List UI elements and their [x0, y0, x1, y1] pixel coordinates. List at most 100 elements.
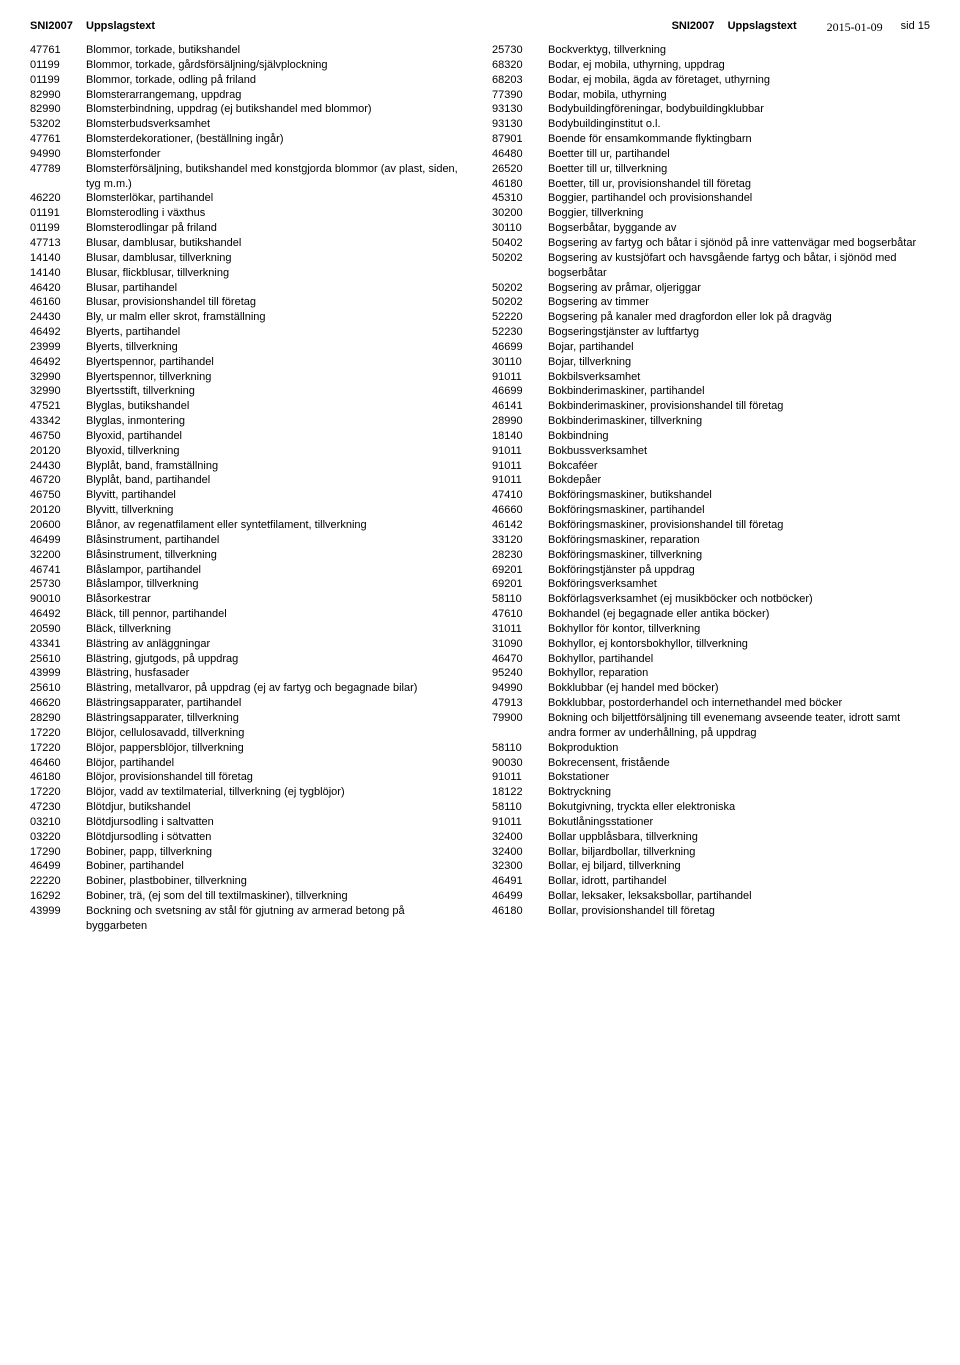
entry-text: Blyertsstift, tillverkning	[86, 384, 468, 399]
entry-row: 82990Blomsterbindning, uppdrag (ej butik…	[30, 102, 468, 117]
entry-row: 31090Bokhyllor, ej kontorsbokhyllor, til…	[492, 637, 930, 652]
entry-text: Bodar, ej mobila, uthyrning, uppdrag	[548, 58, 930, 73]
entry-row: 46750Blyvitt, partihandel	[30, 488, 468, 503]
entry-text: Blusar, damblusar, butikshandel	[86, 236, 468, 251]
entry-code: 32300	[492, 859, 548, 874]
entry-row: 46499Bollar, leksaker, leksaksbollar, pa…	[492, 889, 930, 904]
entry-text: Blåslampor, partihandel	[86, 563, 468, 578]
entry-code: 46492	[30, 355, 86, 370]
entry-text: Boetter till ur, partihandel	[548, 147, 930, 162]
entry-text: Blomsterlökar, partihandel	[86, 191, 468, 206]
entry-row: 94990Bokklubbar (ej handel med böcker)	[492, 681, 930, 696]
entry-text: Boggier, tillverkning	[548, 206, 930, 221]
entry-row: 17220Blöjor, vadd av textilmaterial, til…	[30, 785, 468, 800]
entry-text: Blomsterdekorationer, (beställning ingår…	[86, 132, 468, 147]
entry-row: 46750Blyoxid, partihandel	[30, 429, 468, 444]
entry-code: 28290	[30, 711, 86, 726]
entry-text: Bokbinderimaskiner, tillverkning	[548, 414, 930, 429]
entry-row: 20120Blyoxid, tillverkning	[30, 444, 468, 459]
entry-code: 24430	[30, 310, 86, 325]
entry-text: Bollar, biljardbollar, tillverkning	[548, 845, 930, 860]
entry-row: 91011Bokutlåningsstationer	[492, 815, 930, 830]
entry-row: 58110Bokutgivning, tryckta eller elektro…	[492, 800, 930, 815]
entry-code: 46141	[492, 399, 548, 414]
entry-text: Bokföringsmaskiner, butikshandel	[548, 488, 930, 503]
entry-code: 20590	[30, 622, 86, 637]
entry-row: 50402Bogsering av fartyg och båtar i sjö…	[492, 236, 930, 251]
entry-code: 93130	[492, 102, 548, 117]
entry-text: Bokbilsverksamhet	[548, 370, 930, 385]
entry-text: Blötdjur, butikshandel	[86, 800, 468, 815]
entry-code: 79900	[492, 711, 548, 741]
entry-row: 47761Blomsterdekorationer, (beställning …	[30, 132, 468, 147]
entry-code: 25730	[492, 43, 548, 58]
entry-row: 46491Bollar, idrott, partihandel	[492, 874, 930, 889]
entry-code: 01199	[30, 58, 86, 73]
entry-text: Bokning och biljettförsäljning till even…	[548, 711, 930, 741]
entry-row: 52230Bogseringstjänster av luftfartyg	[492, 325, 930, 340]
entry-row: 01199Blomsterodlingar på friland	[30, 221, 468, 236]
entry-text: Blåsinstrument, partihandel	[86, 533, 468, 548]
entry-code: 95240	[492, 666, 548, 681]
entry-code: 58110	[492, 592, 548, 607]
entry-row: 52220Bogsering på kanaler med dragfordon…	[492, 310, 930, 325]
entry-code: 31011	[492, 622, 548, 637]
entry-row: 91011Bokbilsverksamhet	[492, 370, 930, 385]
entry-text: Blommor, torkade, gårdsförsäljning/själv…	[86, 58, 468, 73]
entry-row: 20120Blyvitt, tillverkning	[30, 503, 468, 518]
entry-code: 18140	[492, 429, 548, 444]
entry-text: Bollar, ej biljard, tillverkning	[548, 859, 930, 874]
entry-code: 32990	[30, 384, 86, 399]
entry-text: Bokföringsmaskiner, reparation	[548, 533, 930, 548]
entry-code: 46180	[492, 904, 548, 919]
entry-text: Blyglas, butikshandel	[86, 399, 468, 414]
entry-code: 46420	[30, 281, 86, 296]
entry-code: 23999	[30, 340, 86, 355]
entry-text: Bokdepåer	[548, 473, 930, 488]
entry-text: Blöjor, cellulosavadd, tillverkning	[86, 726, 468, 741]
entry-row: 20600Blånor, av regenatfilament eller sy…	[30, 518, 468, 533]
entry-code: 30110	[492, 355, 548, 370]
entry-code: 25730	[30, 577, 86, 592]
entry-code: 03210	[30, 815, 86, 830]
entry-text: Bobiner, papp, tillverkning	[86, 845, 468, 860]
entry-code: 90030	[492, 756, 548, 771]
entry-text: Blomsterförsäljning, butikshandel med ko…	[86, 162, 468, 192]
entry-row: 58110Bokproduktion	[492, 741, 930, 756]
entry-row: 32200Blåsinstrument, tillverkning	[30, 548, 468, 563]
entry-text: Blomsterarrangemang, uppdrag	[86, 88, 468, 103]
entry-row: 17220Blöjor, pappersblöjor, tillverkning	[30, 741, 468, 756]
entry-text: Bodar, mobila, uthyrning	[548, 88, 930, 103]
entry-text: Bogsering av pråmar, oljeriggar	[548, 281, 930, 296]
entry-row: 32990Blyertsstift, tillverkning	[30, 384, 468, 399]
entry-row: 32300Bollar, ej biljard, tillverkning	[492, 859, 930, 874]
entry-row: 91011Bokdepåer	[492, 473, 930, 488]
entry-row: 46741Blåslampor, partihandel	[30, 563, 468, 578]
entry-row: 68203Bodar, ej mobila, ägda av företaget…	[492, 73, 930, 88]
entry-row: 28290Blästringsapparater, tillverkning	[30, 711, 468, 726]
entry-code: 69201	[492, 563, 548, 578]
entry-code: 82990	[30, 102, 86, 117]
entry-row: 93130Bodybuildinginstitut o.l.	[492, 117, 930, 132]
entry-text: Bogseringstjänster av luftfartyg	[548, 325, 930, 340]
entry-row: 46420Blusar, partihandel	[30, 281, 468, 296]
entry-code: 46491	[492, 874, 548, 889]
entry-code: 30200	[492, 206, 548, 221]
entry-text: Blommor, torkade, odling på friland	[86, 73, 468, 88]
entry-text: Bokbinderimaskiner, provisionshandel til…	[548, 399, 930, 414]
entry-text: Blyplåt, band, partihandel	[86, 473, 468, 488]
entry-row: 18122Boktryckning	[492, 785, 930, 800]
entry-row: 03220Blötdjursodling i sötvatten	[30, 830, 468, 845]
entry-code: 46492	[30, 325, 86, 340]
entry-row: 30200Boggier, tillverkning	[492, 206, 930, 221]
entry-row: 47521Blyglas, butikshandel	[30, 399, 468, 414]
entry-text: Blomsterbudsverksamhet	[86, 117, 468, 132]
entry-text: Bodybuildinginstitut o.l.	[548, 117, 930, 132]
entry-text: Blästring av anläggningar	[86, 637, 468, 652]
entry-code: 01199	[30, 73, 86, 88]
entry-row: 25610Blästring, gjutgods, på uppdrag	[30, 652, 468, 667]
entry-text: Blusar, provisionshandel till företag	[86, 295, 468, 310]
entry-row: 28990Bokbinderimaskiner, tillverkning	[492, 414, 930, 429]
entry-code: 46750	[30, 488, 86, 503]
entry-row: 14140Blusar, flickblusar, tillverkning	[30, 266, 468, 281]
